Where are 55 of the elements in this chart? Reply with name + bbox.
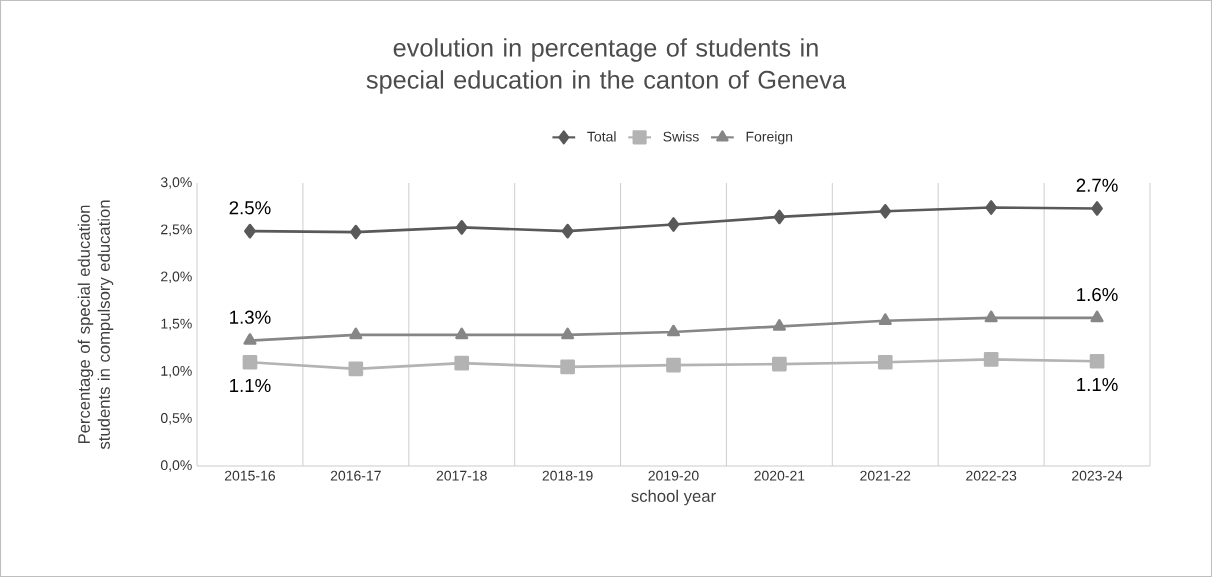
point xyxy=(879,203,892,219)
x-tick-label: 2023-24 xyxy=(1072,470,1123,481)
data-label: 2.5% xyxy=(229,201,271,215)
x-tick-label: 2018-19 xyxy=(542,470,593,481)
x-tick-label: 2017-18 xyxy=(436,470,487,481)
point xyxy=(983,352,999,367)
point xyxy=(561,327,575,340)
point xyxy=(984,310,998,323)
legend-label: Total xyxy=(587,131,616,142)
data-label: 1.3% xyxy=(230,310,271,324)
y-tick-label: 2,5% xyxy=(161,224,192,236)
y-tick-label: 0,5% xyxy=(160,413,192,425)
chart-title: evolution in percentage of students in special education in the canton of Geneva xyxy=(366,38,847,94)
point xyxy=(348,361,364,377)
point xyxy=(772,356,787,372)
x-tick-label: 2019-20 xyxy=(648,470,699,481)
x-axis-title: school year xyxy=(631,489,716,506)
point xyxy=(877,354,893,370)
y-tick-label: 2,0% xyxy=(161,271,192,284)
point xyxy=(772,319,786,331)
point xyxy=(1090,310,1104,323)
point xyxy=(455,327,469,340)
point xyxy=(666,324,681,337)
point xyxy=(242,354,258,370)
point xyxy=(985,200,997,215)
point xyxy=(667,217,680,232)
point xyxy=(349,327,363,340)
point xyxy=(455,219,468,235)
point xyxy=(454,355,470,371)
data-label: 1.1% xyxy=(1077,377,1118,392)
x-tick-label: 2021-22 xyxy=(860,470,911,481)
x-tick-label: 2020-21 xyxy=(754,470,805,481)
point xyxy=(350,224,362,240)
legend-label: Swiss xyxy=(663,131,699,142)
point xyxy=(666,357,681,373)
point xyxy=(244,223,256,239)
point xyxy=(561,223,574,239)
x-tick-label: 2016-17 xyxy=(330,470,381,481)
point xyxy=(773,209,786,225)
x-tick-label: 2022-23 xyxy=(966,470,1017,481)
y-tick-label: 0,0% xyxy=(160,460,192,472)
point xyxy=(1091,201,1103,216)
point xyxy=(560,359,575,375)
y-axis-title: Percentage of special education students in compulsory education xyxy=(77,200,114,450)
point xyxy=(243,333,257,345)
y-tick-label: 1,0% xyxy=(161,365,192,378)
data-label: 1.1% xyxy=(230,378,271,392)
y-tick-label: 1,5% xyxy=(161,318,192,331)
legend-label: Foreign xyxy=(746,131,793,145)
data-label: 1.6% xyxy=(1077,287,1118,302)
data-label: 2.7% xyxy=(1076,178,1118,192)
point xyxy=(878,313,892,326)
y-tick-label: 3,0% xyxy=(160,177,192,189)
x-tick-label: 2015-16 xyxy=(224,470,276,481)
point xyxy=(1089,353,1105,369)
